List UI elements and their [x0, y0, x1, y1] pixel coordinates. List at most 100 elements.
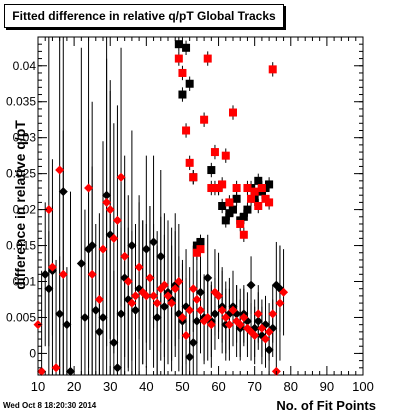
- x-tick-label: 30: [103, 379, 117, 394]
- plot-frame: [37, 36, 364, 376]
- data-point-square: [185, 158, 194, 167]
- data-point-diamond: [87, 269, 97, 279]
- data-point-square: [182, 126, 191, 135]
- data-point-diamond: [102, 197, 112, 207]
- data-point-diamond: [188, 338, 198, 348]
- data-point-diamond: [127, 298, 137, 308]
- data-point-square: [236, 219, 245, 228]
- data-point-diamond: [112, 363, 122, 373]
- data-point-diamond: [131, 305, 140, 315]
- data-point-square: [207, 166, 216, 175]
- data-point-diamond: [123, 277, 133, 287]
- x-axis-ticks: 10 20 30 40 50 60 70 80 90 100: [31, 37, 374, 394]
- data-point-diamond: [253, 316, 263, 326]
- data-point-square: [250, 187, 259, 196]
- data-point-diamond: [84, 183, 94, 193]
- data-point-diamond: [47, 262, 57, 272]
- data-point-square: [174, 40, 183, 49]
- x-tick-label: 100: [352, 379, 374, 394]
- data-point-diamond: [203, 273, 213, 283]
- y-tick-label: 0.035: [6, 95, 36, 109]
- data-point-square: [229, 205, 237, 214]
- data-point-diamond: [76, 259, 86, 269]
- y-tick-label: 0.02: [13, 203, 37, 217]
- data-point-diamond: [44, 284, 54, 294]
- data-point-diamond: [264, 327, 274, 337]
- data-point-diamond: [246, 280, 256, 290]
- y-tick-label: 0.03: [13, 131, 37, 145]
- data-point-diamond: [228, 305, 238, 315]
- x-tick-label: 90: [320, 379, 334, 394]
- data-point-diamond: [163, 291, 173, 301]
- data-point-diamond: [261, 334, 270, 344]
- data-point-square: [218, 180, 227, 189]
- data-point-diamond: [109, 338, 119, 348]
- data-point-diamond: [257, 323, 267, 333]
- data-point-square: [247, 194, 256, 203]
- data-point-square: [257, 184, 266, 193]
- data-point-diamond: [102, 190, 112, 200]
- x-tick-label: 40: [139, 379, 153, 394]
- y-axis-label: difference in relative q/pT: [12, 120, 28, 290]
- data-point-square: [265, 180, 274, 189]
- data-point-square: [178, 90, 187, 99]
- data-point-diamond: [159, 280, 169, 290]
- data-point-diamond: [141, 244, 151, 254]
- x-tick-label: 70: [247, 379, 261, 394]
- data-point-diamond: [217, 305, 227, 315]
- data-point-diamond: [51, 363, 61, 373]
- data-point-square: [229, 108, 237, 117]
- data-point-diamond: [98, 244, 108, 254]
- data-point-diamond: [149, 237, 159, 247]
- data-point-diamond: [55, 165, 65, 175]
- data-point-diamond: [149, 291, 159, 301]
- data-point-diamond: [131, 291, 140, 301]
- data-point-square: [210, 148, 219, 157]
- data-point-square: [207, 184, 216, 193]
- y-tick-label: 0.025: [6, 167, 36, 181]
- x-tick-label: 80: [284, 379, 298, 394]
- data-point-diamond: [94, 327, 104, 337]
- data-point-diamond: [37, 366, 47, 376]
- data-point-diamond: [105, 205, 115, 215]
- data-point-diamond: [196, 287, 205, 297]
- data-point-diamond: [239, 312, 249, 322]
- y-tick-label: 0.04: [13, 59, 37, 73]
- x-tick-label: 10: [31, 379, 45, 394]
- data-point-diamond: [134, 262, 144, 272]
- data-point-square: [218, 202, 227, 210]
- chart-title: Fitted difference in relative q/pT Globa…: [4, 4, 284, 28]
- y-tick-label: 0: [29, 346, 36, 360]
- data-point-diamond: [206, 320, 216, 330]
- x-axis-label: No. of Fit Points: [276, 398, 376, 413]
- data-point-diamond: [192, 316, 202, 326]
- data-point-square: [178, 68, 187, 77]
- data-point-diamond: [203, 312, 213, 322]
- data-point-diamond: [181, 330, 191, 340]
- data-point-diamond: [116, 172, 126, 182]
- data-point-diamond: [235, 320, 245, 330]
- data-point-square: [243, 205, 252, 214]
- data-point-diamond: [275, 298, 285, 308]
- data-point-diamond: [87, 241, 97, 251]
- data-point-diamond: [185, 305, 195, 315]
- data-point-diamond: [214, 291, 224, 301]
- data-point-diamond: [221, 312, 231, 322]
- y-axis-ticks: 0 0.005 0.01 0.015 0.02 0.025 0.03 0.035 0.04: [6, 36, 363, 376]
- data-point-square: [196, 245, 205, 254]
- data-point-diamond: [58, 187, 68, 197]
- data-point-square: [232, 194, 241, 203]
- data-point-square: [196, 237, 205, 246]
- data-point-diamond: [210, 309, 220, 319]
- data-point-square: [182, 43, 191, 52]
- data-point-square: [254, 176, 263, 185]
- data-point-diamond: [268, 309, 278, 319]
- data-point-square: [239, 212, 248, 221]
- data-point-diamond: [167, 298, 177, 308]
- data-point-square: [232, 184, 241, 193]
- data-point-diamond: [58, 269, 68, 279]
- data-point-diamond: [127, 241, 137, 251]
- data-point-diamond: [66, 366, 75, 376]
- data-point-square: [200, 115, 209, 124]
